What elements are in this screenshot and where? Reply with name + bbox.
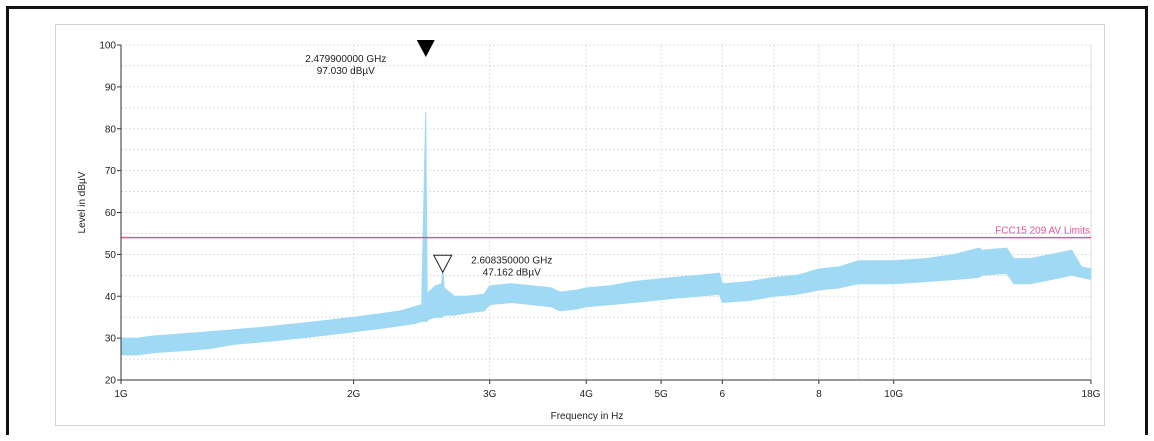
y-tick-label: 90 — [105, 82, 117, 93]
y-tick-label: 40 — [105, 292, 117, 303]
x-tick-label: 8 — [816, 389, 822, 400]
x-tick-label: 10G — [884, 389, 903, 400]
y-tick-label: 60 — [105, 208, 117, 219]
marker-1-filled-triangle — [416, 40, 435, 57]
y-tick-label: 100 — [99, 41, 116, 52]
x-tick-label: 18G — [1082, 389, 1101, 400]
y-tick-label: 50 — [105, 250, 117, 261]
marker-2-level: 47.162 dBµV — [483, 267, 541, 278]
grid — [120, 44, 1092, 381]
trace-band — [120, 111, 1092, 356]
marker-2-frequency: 2.608350000 GHz — [471, 255, 552, 266]
y-tick-label: 80 — [105, 124, 117, 135]
x-tick-label: 4G — [580, 389, 594, 400]
trace-series — [120, 111, 1092, 356]
y-tick-label: 30 — [105, 334, 117, 345]
outer-frame — [6, 6, 1148, 435]
x-tick-label: 3G — [483, 389, 497, 400]
y-axis-label: Level in dBµV — [77, 171, 88, 233]
y-tick-label: 20 — [105, 376, 117, 387]
marker-1-frequency: 2.479900000 GHz — [305, 54, 386, 65]
y-tick-label: 70 — [105, 166, 117, 177]
x-tick-label: 6 — [720, 389, 726, 400]
chart-panel — [55, 24, 1105, 426]
marker-1-level: 97.030 dBµV — [317, 66, 375, 77]
limit-line-label: FCC15 209 AV Limits — [995, 226, 1090, 237]
x-tick-label: 5G — [654, 389, 668, 400]
axes: 20 30 40 50 60 70 80 90 100 1G 2G 3G 4G 5G 6 8 10G 18G — [99, 41, 1100, 401]
x-tick-label: 2G — [347, 389, 361, 400]
x-tick-label: 1G — [114, 389, 128, 400]
marker-2-hollow-triangle — [432, 254, 453, 274]
x-axis-label: Frequency in Hz — [551, 411, 624, 422]
